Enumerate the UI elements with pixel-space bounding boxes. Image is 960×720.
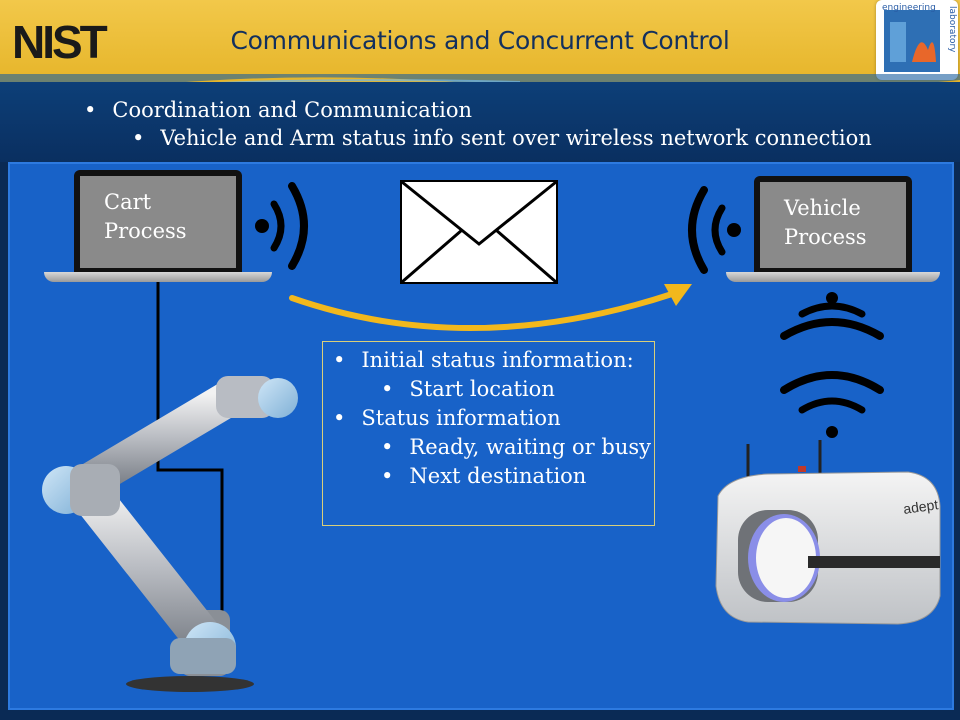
info-item: • Initial status information: (333, 348, 634, 372)
vehicle-label-line1: Vehicle (784, 196, 861, 220)
info-item: • Start location (381, 377, 555, 401)
vehicle-laptop: Vehicle Process (726, 176, 940, 284)
bullet-level1-text: Coordination and Communication (112, 98, 473, 122)
envelope-icon (400, 180, 558, 284)
bullet-level2: • Vehicle and Arm status info sent over w… (132, 126, 872, 150)
cart-label-line2: Process (104, 219, 187, 243)
mobile-robot: adept (715, 440, 941, 625)
cart-label-line1: Cart (104, 190, 152, 214)
status-info-box: • Initial status information: • Start loca… (322, 341, 655, 526)
info-item: • Ready, waiting or busy (381, 435, 651, 459)
bullet-band (0, 82, 960, 162)
robot-arm (42, 376, 298, 692)
wifi-signal-icon (780, 292, 884, 438)
vehicle-label-line2: Process (784, 225, 867, 249)
header-bar: NIST Communications and Concurrent Contr… (0, 0, 960, 82)
nist-logo: NIST (12, 16, 142, 68)
bullet-level1: • Coordination and Communication (84, 98, 473, 122)
info-item: • Status information (333, 406, 561, 430)
adept-label: adept (902, 496, 939, 517)
wifi-signal-icon (688, 186, 741, 274)
svg-text:laboratory: laboratory (947, 6, 957, 53)
slide-title: Communications and Concurrent Control (230, 26, 730, 55)
svg-text:NIST: NIST (12, 16, 108, 68)
engineering-laboratory-logo: engineering laboratory (876, 0, 958, 80)
bullet-level2-text: Vehicle and Arm status info sent over wi… (160, 126, 872, 150)
svg-text:engineering: engineering (882, 3, 936, 13)
cart-laptop: Cart Process (44, 170, 272, 284)
wifi-signal-icon (255, 182, 308, 270)
info-item: • Next destination (381, 464, 587, 488)
